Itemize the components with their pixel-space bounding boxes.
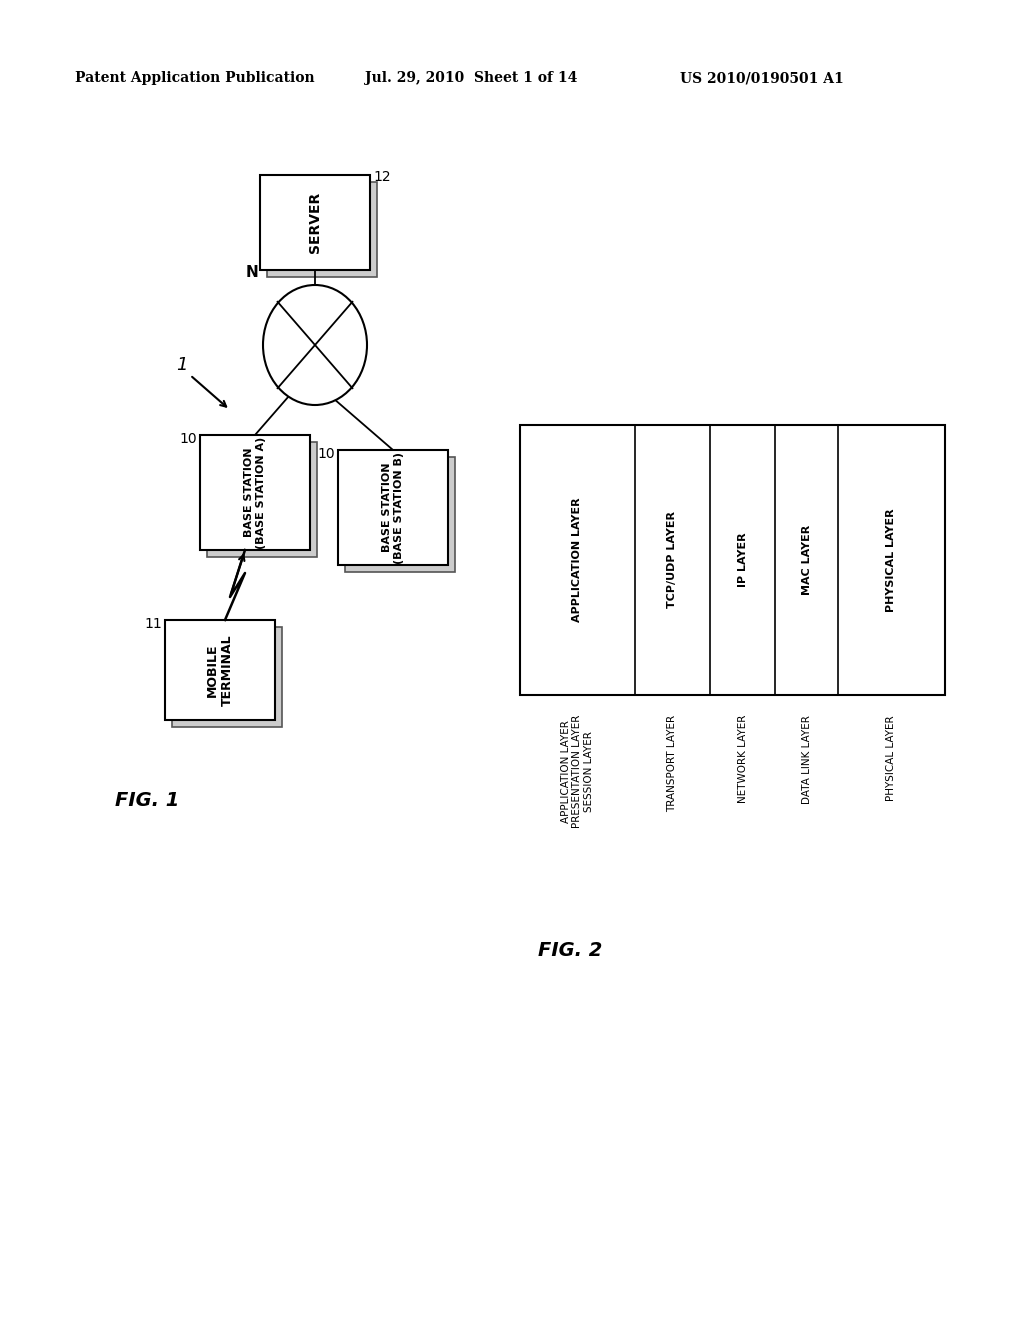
Text: NETWORK LAYER: NETWORK LAYER <box>737 715 748 804</box>
Text: APPLICATION LAYER
PRESENTATION LAYER
SESSION LAYER: APPLICATION LAYER PRESENTATION LAYER SES… <box>561 715 594 829</box>
Text: 10: 10 <box>179 432 197 446</box>
Ellipse shape <box>263 285 367 405</box>
Text: SERVER: SERVER <box>308 191 322 253</box>
Text: Jul. 29, 2010  Sheet 1 of 14: Jul. 29, 2010 Sheet 1 of 14 <box>365 71 578 84</box>
Text: FIG. 1: FIG. 1 <box>115 791 179 809</box>
Text: MOBILE
TERMINAL: MOBILE TERMINAL <box>206 634 234 706</box>
Text: TCP/UDP LAYER: TCP/UDP LAYER <box>668 511 678 609</box>
Text: Patent Application Publication: Patent Application Publication <box>75 71 314 84</box>
Text: BASE STATION
(BASE STATION B): BASE STATION (BASE STATION B) <box>382 451 403 564</box>
Bar <box>260 176 370 271</box>
Text: TRANSPORT LAYER: TRANSPORT LAYER <box>668 715 678 812</box>
Text: DATA LINK LAYER: DATA LINK LAYER <box>802 715 811 804</box>
Bar <box>165 620 275 719</box>
Bar <box>267 182 377 277</box>
Text: 11: 11 <box>144 616 162 631</box>
Bar <box>172 627 282 727</box>
Text: PHYSICAL LAYER: PHYSICAL LAYER <box>887 508 896 611</box>
Text: PHYSICAL LAYER: PHYSICAL LAYER <box>887 715 896 801</box>
Text: IP LAYER: IP LAYER <box>737 533 748 587</box>
Bar <box>338 450 449 565</box>
Bar <box>207 442 317 557</box>
Text: BASE STATION
(BASE STATION A): BASE STATION (BASE STATION A) <box>244 437 266 549</box>
Bar <box>520 425 945 696</box>
Text: 10: 10 <box>317 447 335 461</box>
Bar <box>345 457 455 572</box>
Text: APPLICATION LAYER: APPLICATION LAYER <box>572 498 583 622</box>
Text: N: N <box>246 265 258 280</box>
Text: FIG. 2: FIG. 2 <box>538 940 602 960</box>
Text: US 2010/0190501 A1: US 2010/0190501 A1 <box>680 71 844 84</box>
Text: 12: 12 <box>373 170 390 183</box>
Bar <box>200 436 310 550</box>
Text: MAC LAYER: MAC LAYER <box>802 525 811 595</box>
Text: 1: 1 <box>176 356 187 374</box>
